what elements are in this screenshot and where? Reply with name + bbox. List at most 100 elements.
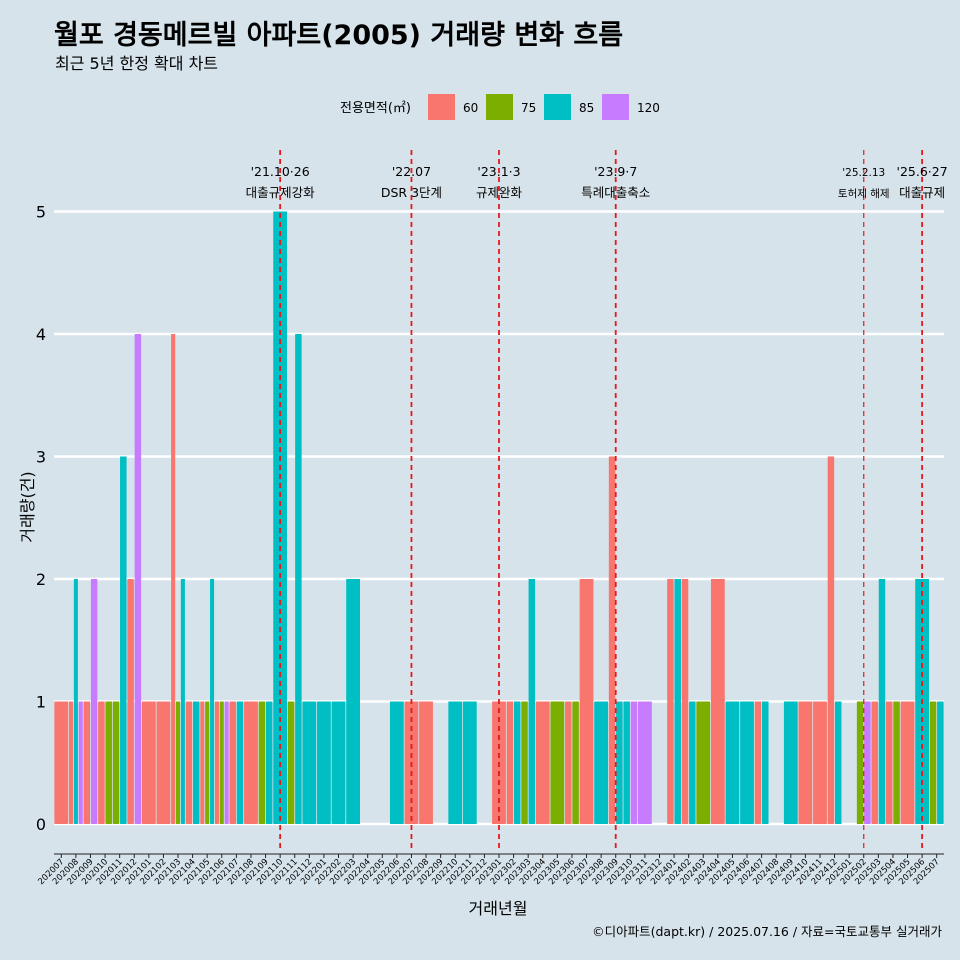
- bar-202304-60: [535, 701, 550, 824]
- bar-202104-85: [193, 701, 200, 824]
- bar-202208-60: [419, 701, 433, 824]
- legend-label-60: 60: [463, 101, 478, 115]
- chart-subtitle: 최근 5년 한정 확대 차트: [55, 54, 218, 73]
- event-date-label: '22.07: [392, 164, 431, 179]
- bar-202112-85: [302, 701, 317, 824]
- bar-202407-60: [754, 701, 762, 824]
- bar-202409-85: [783, 701, 798, 824]
- bar-202012-60: [127, 579, 134, 824]
- bar-202306-60: [565, 701, 572, 824]
- bar-202302-60: [506, 701, 514, 824]
- y-tick-label: 5: [36, 203, 46, 222]
- bar-202104-60: [185, 701, 193, 824]
- bar-202009-120: [90, 579, 98, 824]
- event-text-label: 규제완화: [476, 185, 523, 200]
- legend: 전용면적(㎡) 60 75 85 120: [340, 94, 660, 120]
- bar-202303-85: [528, 579, 536, 824]
- bar-202310-120: [630, 701, 638, 824]
- legend-swatch-85: [544, 94, 571, 120]
- bar-202307-60: [579, 579, 594, 824]
- bar-202411-60: [813, 701, 827, 824]
- y-tick-label: 4: [36, 325, 46, 344]
- bar-202206-85: [389, 701, 404, 824]
- bar-202308-85: [594, 701, 609, 824]
- bar-202203-85: [346, 579, 360, 824]
- bar-202107-85: [236, 701, 244, 824]
- bar-202402-85: [689, 701, 696, 824]
- y-tick-label: 2: [36, 570, 46, 589]
- legend-swatch-75: [486, 94, 513, 120]
- bar-202412-60: [827, 456, 835, 824]
- bar-202008-85: [73, 579, 78, 824]
- event-date-label: '21.10·26: [251, 164, 310, 179]
- bar-202111-75: [287, 701, 295, 824]
- y-tick-label: 3: [36, 448, 46, 467]
- bar-202010-75: [105, 701, 112, 824]
- bar-202410-60: [798, 701, 813, 824]
- bar-202305-75: [550, 701, 565, 824]
- bar-202309-60: [608, 456, 616, 824]
- bar-202507-75: [929, 701, 937, 824]
- x-axis-title: 거래년월: [469, 899, 528, 918]
- bar-202507-85: [937, 701, 944, 824]
- y-axis-title: 거래량(건): [18, 471, 37, 542]
- bar-202309-85: [616, 701, 623, 824]
- bar-202503-60: [871, 701, 878, 824]
- bar-202105-85: [210, 579, 215, 824]
- bar-202010-60: [98, 701, 105, 824]
- bar-202106-60: [214, 701, 219, 824]
- legend-swatch-120: [602, 94, 629, 120]
- bar-202505-60: [900, 701, 915, 824]
- event-date-label: '25.2.13: [842, 167, 885, 179]
- event-text-label: DSR 3단계: [381, 185, 442, 200]
- bar-202402-60: [681, 579, 689, 824]
- chart-title: 월포 경동메르빌 아파트(2005) 거래량 변화 흐름: [54, 20, 623, 51]
- legend-title: 전용면적(㎡): [340, 101, 411, 116]
- bar-202311-120: [638, 701, 652, 824]
- bar-202502-120: [864, 701, 871, 824]
- bar-202210-85: [448, 701, 463, 824]
- bar-202401-60: [667, 579, 674, 824]
- bar-202106-120: [224, 701, 229, 824]
- x-axis: 2020072020082020092020102020112020122021…: [36, 853, 944, 887]
- bar-202103-75: [175, 701, 181, 824]
- legend-swatch-60: [428, 94, 455, 120]
- bar-202007-60: [54, 701, 69, 824]
- legend-label-85: 85: [579, 101, 594, 115]
- y-tick-label: 1: [36, 693, 46, 712]
- bar-202101-60: [141, 701, 156, 824]
- caption: ©디아파트(dapt.kr) / 2025.07.16 / 자료=국토교통부 실…: [592, 924, 942, 939]
- event-date-label: '25.6·27: [897, 164, 948, 179]
- legend-label-120: 120: [637, 101, 660, 115]
- bar-202405-85: [725, 701, 740, 824]
- bar-202202-85: [331, 701, 346, 824]
- event-text-label: 특례대출축소: [581, 185, 650, 200]
- bar-202407-85: [762, 701, 769, 824]
- bar-202412-85: [834, 701, 842, 824]
- y-tick-label: 0: [36, 815, 46, 834]
- bar-202109-85: [265, 701, 273, 824]
- event-text-label: 대출규제: [899, 185, 945, 200]
- event-date-label: '23.9·7: [594, 164, 637, 179]
- bar-202503-85: [878, 579, 886, 824]
- bar-202011-85: [120, 456, 127, 824]
- bar-202011-75: [112, 701, 120, 824]
- bar-202103-85: [180, 579, 185, 824]
- event-text-label: 대출규제강화: [246, 185, 316, 200]
- bar-202504-60: [886, 701, 893, 824]
- bar-202103-60: [171, 334, 176, 824]
- bar-202504-75: [893, 701, 900, 824]
- bar-202111-85: [295, 334, 302, 824]
- bar-202102-60: [156, 701, 171, 824]
- bar-202108-60: [244, 701, 258, 824]
- bar-202404-60: [710, 579, 725, 824]
- bar-202105-75: [205, 701, 210, 824]
- event-text-label: 토허제 해제: [838, 187, 890, 200]
- bar-202110-85: [273, 211, 288, 824]
- bar-202009-60: [83, 701, 91, 824]
- bar-202406-85: [740, 701, 754, 824]
- legend-label-75: 75: [521, 101, 536, 115]
- bar-202403-75: [696, 701, 711, 824]
- bar-202109-75: [258, 701, 266, 824]
